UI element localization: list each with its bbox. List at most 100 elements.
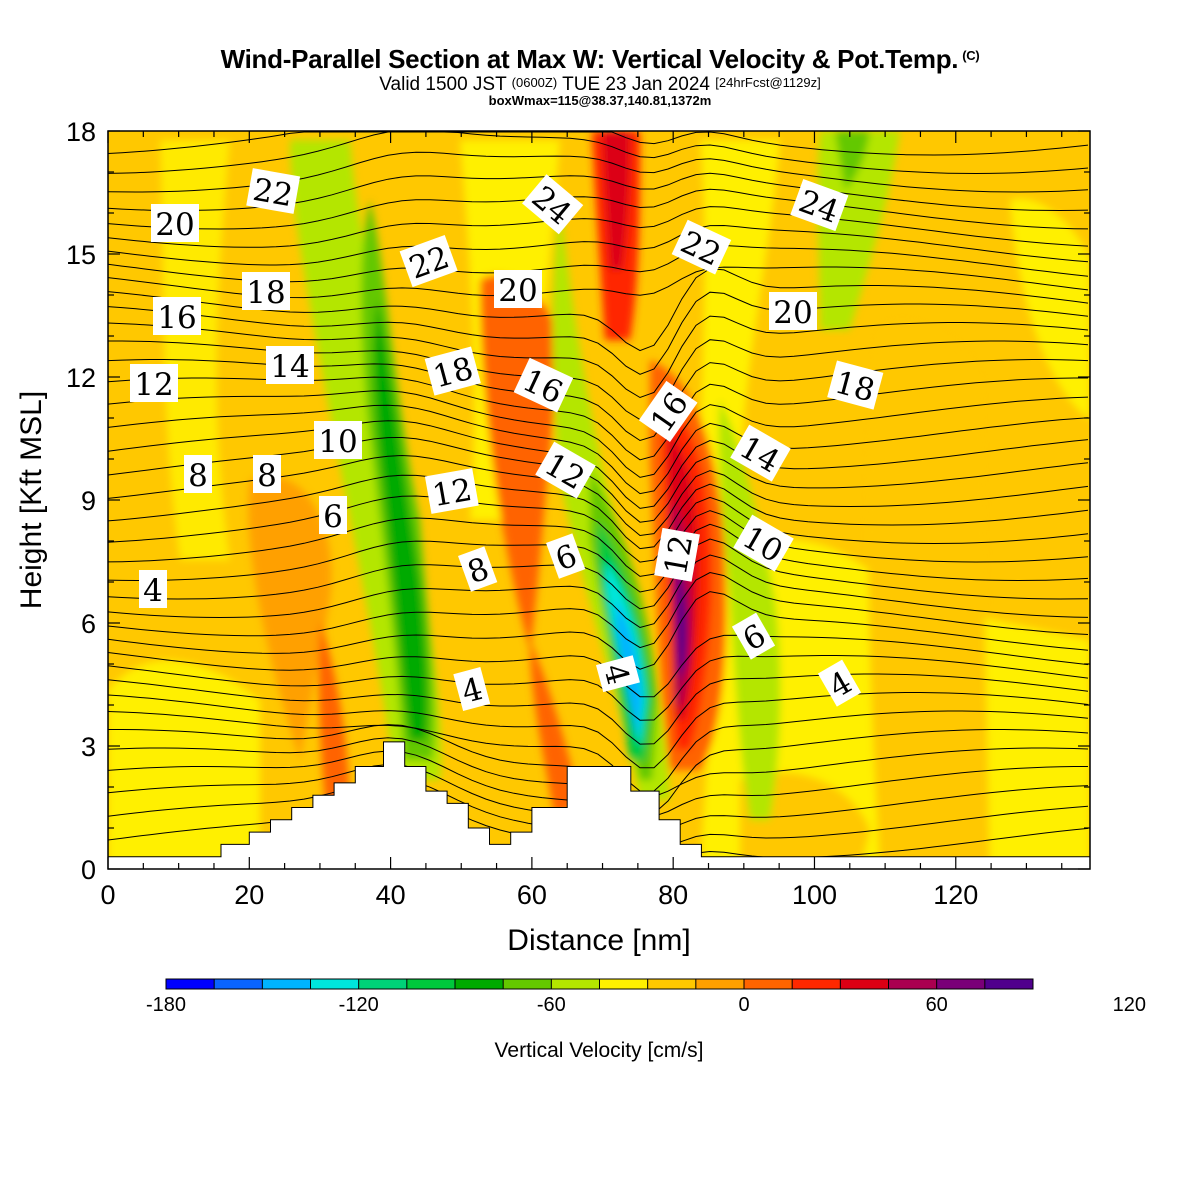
isentrope (108, 390, 1089, 478)
colorbar-swatch (310, 979, 360, 989)
y-axis-label: Height [Kft MSL] (15, 391, 48, 609)
colorbar-title: Vertical Velocity [cm/s] (495, 1039, 704, 1062)
contour-label: 16 (153, 297, 201, 336)
isentrope (108, 673, 1089, 745)
isentrope (108, 554, 1089, 629)
colorbar-tick-label: 120 (1113, 994, 1146, 1016)
contour-label-box (424, 468, 479, 514)
contour-label-box (130, 364, 178, 402)
chart-subtitle-box-wmax: boxWmax=115@38.37,140.81,1372m (488, 93, 712, 108)
colorbar-swatch (262, 979, 311, 989)
x-axis-label: Distance [nm] (507, 924, 690, 957)
field-region-weak-updraft-left (248, 476, 332, 760)
contour-label: 14 (266, 346, 314, 385)
isentrope (108, 495, 1089, 563)
colorbar-swatch (936, 979, 986, 989)
contour-label: 12 (654, 527, 700, 582)
isentrope (108, 420, 1089, 509)
contour-label-text: 18 (246, 275, 285, 311)
colorbar-swatch (358, 979, 408, 989)
contour-label-text: 20 (155, 207, 194, 243)
contour-label-box (546, 533, 586, 579)
contour-label-text: 6 (323, 499, 343, 535)
contour-label-box (535, 441, 596, 499)
colorbar-swatch (888, 979, 938, 989)
contour-label-box (139, 570, 167, 608)
contour-label-box (827, 360, 884, 410)
isentrope (108, 523, 1089, 593)
isentrope (108, 538, 1089, 610)
contour-label-box (790, 178, 849, 232)
contour-label-box (266, 346, 314, 384)
contour-label: 24 (790, 178, 849, 232)
field-region-upper-updraft-core (602, 131, 630, 270)
colorbar-swatch (984, 979, 1034, 989)
contour-label-box (453, 667, 491, 712)
field-region-downdraft-core (373, 300, 428, 740)
contour-label-box (595, 655, 640, 693)
isentrope (108, 224, 1089, 266)
contour-label-box (399, 234, 458, 288)
isentrope (108, 131, 1089, 156)
colorbar-swatch (695, 979, 745, 989)
isentrope (108, 131, 1089, 175)
vertical-velocity-field (108, 131, 1090, 869)
colorbar-swatch (503, 979, 552, 989)
contour-label-box (424, 346, 481, 396)
x-tick-label: 20 (234, 880, 264, 910)
y-axis-tick-labels: 0 3 6 9 12 15 18 (66, 117, 96, 885)
contour-label: 4 (453, 667, 491, 712)
contour-label-text: 14 (270, 349, 309, 385)
chart-title: Wind-Parallel Section at Max W: Vertical… (220, 44, 980, 74)
contour-label: 20 (151, 204, 199, 243)
colorbar-swatch (166, 979, 215, 989)
isentrope (108, 692, 1089, 769)
field-region-upper-downdraft (817, 131, 900, 330)
x-tick-label: 120 (933, 880, 978, 910)
y-tick-label: 12 (66, 363, 96, 393)
y-tick-label: 0 (81, 855, 96, 885)
contour-label-box (314, 421, 362, 459)
contour-label-text: 20 (773, 295, 812, 331)
contour-label-box (522, 174, 584, 235)
colorbar-swatch (744, 979, 793, 989)
terrain-outline (108, 741, 1090, 858)
isentrope (108, 510, 1089, 577)
colorbar-tick-label: -120 (339, 994, 379, 1016)
isentrope (108, 315, 1089, 399)
y-tick-label: 9 (81, 486, 96, 516)
contour-label-box (253, 455, 281, 493)
colorbar-tick-label: 60 (926, 994, 948, 1016)
isentrope (108, 655, 1089, 721)
x-tick-label: 40 (376, 880, 406, 910)
contour-label-text: 8 (257, 458, 277, 494)
contour-label-box (730, 424, 791, 482)
contour-label-text: 4 (143, 573, 163, 609)
contour-label-box (494, 270, 542, 308)
colorbar-swatch (551, 979, 600, 989)
contour-label: 20 (494, 270, 542, 309)
x-axis-tick-labels: 0 20 40 60 80 100 120 (100, 880, 978, 910)
isentrope (108, 591, 1089, 670)
contour-label-box (513, 357, 574, 413)
colorbar-swatch (840, 979, 889, 989)
colorbar-swatch (599, 979, 649, 989)
contour-label: 22 (246, 168, 301, 214)
contour-label: 12 (130, 364, 178, 403)
isentrope (108, 404, 1089, 495)
contour-label-text: 12 (658, 533, 700, 578)
chart-subtitle: Valid 1500 JST (0600Z) TUE 23 Jan 2024 [… (379, 74, 821, 95)
contour-label-box (654, 527, 700, 582)
x-tick-label: 100 (792, 880, 837, 910)
contour-label: 22 (399, 234, 458, 288)
field-region-calm-left (160, 140, 230, 560)
colorbar-swatch (455, 979, 504, 989)
contour-label-text: 12 (430, 472, 475, 514)
field-region-max-updraft (676, 560, 687, 680)
colorbar-swatch (792, 979, 841, 989)
colorbar-tick-label: -180 (146, 994, 186, 1016)
colorbar-tick-label: 0 (738, 994, 749, 1016)
x-tick-label: 60 (517, 880, 547, 910)
isentrope (108, 571, 1089, 649)
contour-label: 18 (242, 272, 290, 311)
